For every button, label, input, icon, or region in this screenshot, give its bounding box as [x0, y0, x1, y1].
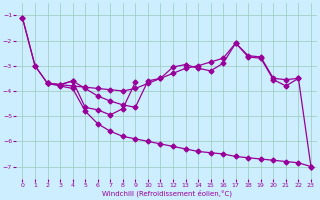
X-axis label: Windchill (Refroidissement éolien,°C): Windchill (Refroidissement éolien,°C)	[102, 190, 232, 197]
